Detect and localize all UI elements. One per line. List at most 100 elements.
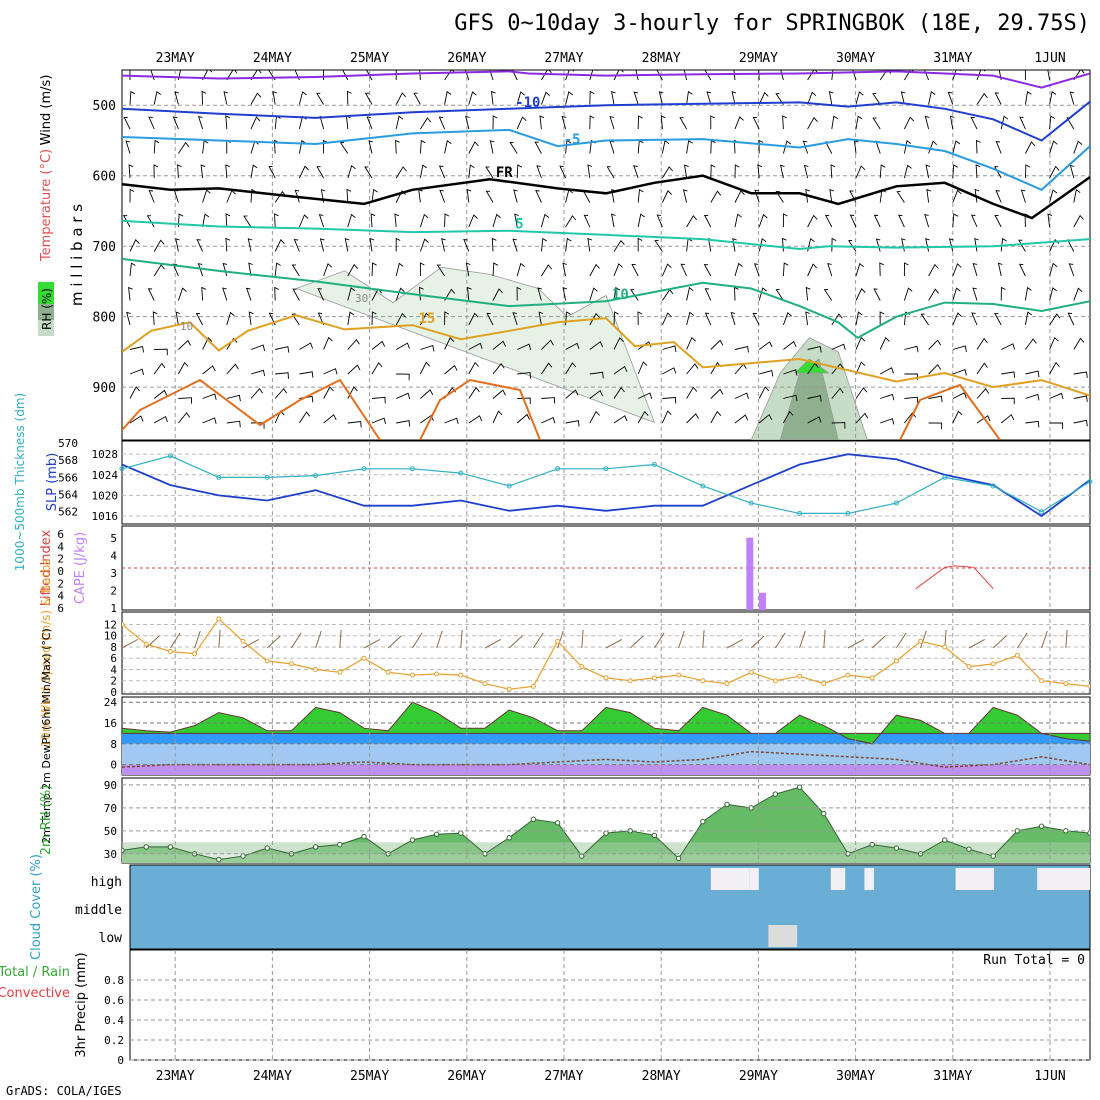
wind-barb: [1049, 115, 1056, 130]
isotherm-label: 15: [418, 311, 435, 327]
wind10m-barb: [629, 635, 644, 649]
wind-barb: [396, 392, 411, 400]
wind-barb: [438, 165, 446, 179]
wind-barb: [925, 164, 931, 179]
wind-barb: [517, 343, 532, 351]
wind-barb: [294, 70, 300, 81]
thickness-point: [603, 466, 609, 472]
wind-barb: [122, 215, 131, 228]
isotherms: -15 -10 -5 FR 5 10 15 30 10: [122, 70, 1090, 440]
pressure-tick-labels: 500 600 700 800 900: [93, 99, 116, 396]
slp-thickness-lines: [119, 453, 1093, 518]
bottom-date-label: 27MAY: [544, 1069, 583, 1084]
wind-barb: [153, 164, 159, 179]
wind-barb: [1000, 237, 1007, 252]
thickness-point: [167, 453, 173, 459]
rh2m-point: [530, 816, 537, 823]
wind-barb: [565, 420, 580, 427]
wind-barb: [589, 341, 604, 350]
thickness-tick: 568: [58, 454, 78, 467]
wind-barb: [202, 337, 213, 350]
wind10m-point: [1087, 683, 1090, 689]
wind-barb: [924, 214, 930, 228]
wind-barb: [805, 188, 810, 203]
wind-barb: [734, 190, 745, 203]
wind-barb: [540, 213, 550, 228]
wind-barb: [686, 413, 699, 424]
wind-barb: [1049, 392, 1064, 400]
wind-barb: [706, 91, 712, 105]
wind-barb: [661, 190, 672, 203]
wind-barb: [849, 214, 857, 228]
wind-barb: [879, 336, 890, 350]
rh2m-point: [821, 810, 827, 817]
wind-barb: [758, 70, 760, 81]
wind-barb: [298, 91, 307, 105]
thickness-tick: 566: [58, 471, 78, 484]
wind10m-barb: [194, 630, 201, 649]
bottom-date-label: 30MAY: [836, 1069, 875, 1084]
wind-barb: [661, 312, 672, 326]
wind-barb: [226, 70, 238, 81]
wind-barb: [298, 214, 309, 228]
wind-barb: [339, 142, 349, 154]
wind-barb: [371, 311, 377, 326]
rh2m-point: [603, 830, 609, 836]
side-label-rh: RH (%): [40, 288, 54, 330]
wind-barb: [994, 313, 1002, 326]
wind-barb: [1049, 361, 1060, 375]
wind-barb: [807, 263, 818, 277]
wind-barb: [323, 414, 337, 424]
wind-barb: [250, 116, 261, 130]
wind-barb: [514, 213, 519, 228]
wind-barb: [704, 288, 712, 301]
wind-barb: [680, 263, 688, 277]
wind-barb: [565, 70, 575, 81]
rh2m-point: [458, 830, 464, 836]
wind-barb: [753, 263, 760, 277]
wind-barb: [831, 115, 839, 130]
ylabel-slp: SLP (mb): [45, 453, 60, 512]
wind-barb: [202, 417, 217, 424]
wind-barb: [178, 141, 190, 154]
cape-grid: [122, 526, 1090, 610]
wind-barb: [178, 339, 191, 350]
wind-barb: [294, 189, 300, 203]
wind-barb: [323, 70, 325, 81]
wind-barb: [222, 287, 228, 301]
precip-tick: 0.6: [104, 994, 124, 1007]
wind-barb: [511, 70, 518, 81]
wind-barb: [682, 189, 688, 203]
wind-barb: [420, 345, 435, 352]
wind-barb: [952, 312, 962, 326]
wind-barb: [299, 411, 311, 424]
wind10m-point: [627, 678, 633, 684]
wind-barb: [516, 262, 525, 277]
wind-barb: [364, 92, 373, 105]
wind-barb: [997, 262, 1003, 277]
wind-barb: [1024, 286, 1032, 301]
wind-barb: [654, 240, 663, 252]
wind-barb: [855, 288, 866, 301]
wind10m-point: [385, 669, 391, 675]
wind-barb: [152, 311, 158, 326]
wind-barb: [395, 70, 397, 80]
wind-barb: [613, 286, 621, 301]
wind10m-point: [288, 661, 294, 667]
wind-barb: [758, 91, 769, 105]
wind-barb: [153, 139, 160, 154]
wind-barb: [441, 238, 446, 252]
wind10m-point: [192, 651, 198, 657]
wind-barb: [129, 345, 144, 353]
slp-tick: 1020: [92, 489, 119, 502]
wind-barb: [565, 237, 572, 252]
bottom-date-label: 1JUN: [1034, 1069, 1065, 1084]
wind-barb: [299, 371, 314, 378]
wind-barb: [734, 262, 743, 277]
wind-barb: [202, 393, 217, 400]
wind-barb: [855, 311, 863, 326]
wind-barb: [153, 91, 162, 105]
thickness-point: [651, 461, 657, 467]
wind-barb: [274, 239, 285, 252]
